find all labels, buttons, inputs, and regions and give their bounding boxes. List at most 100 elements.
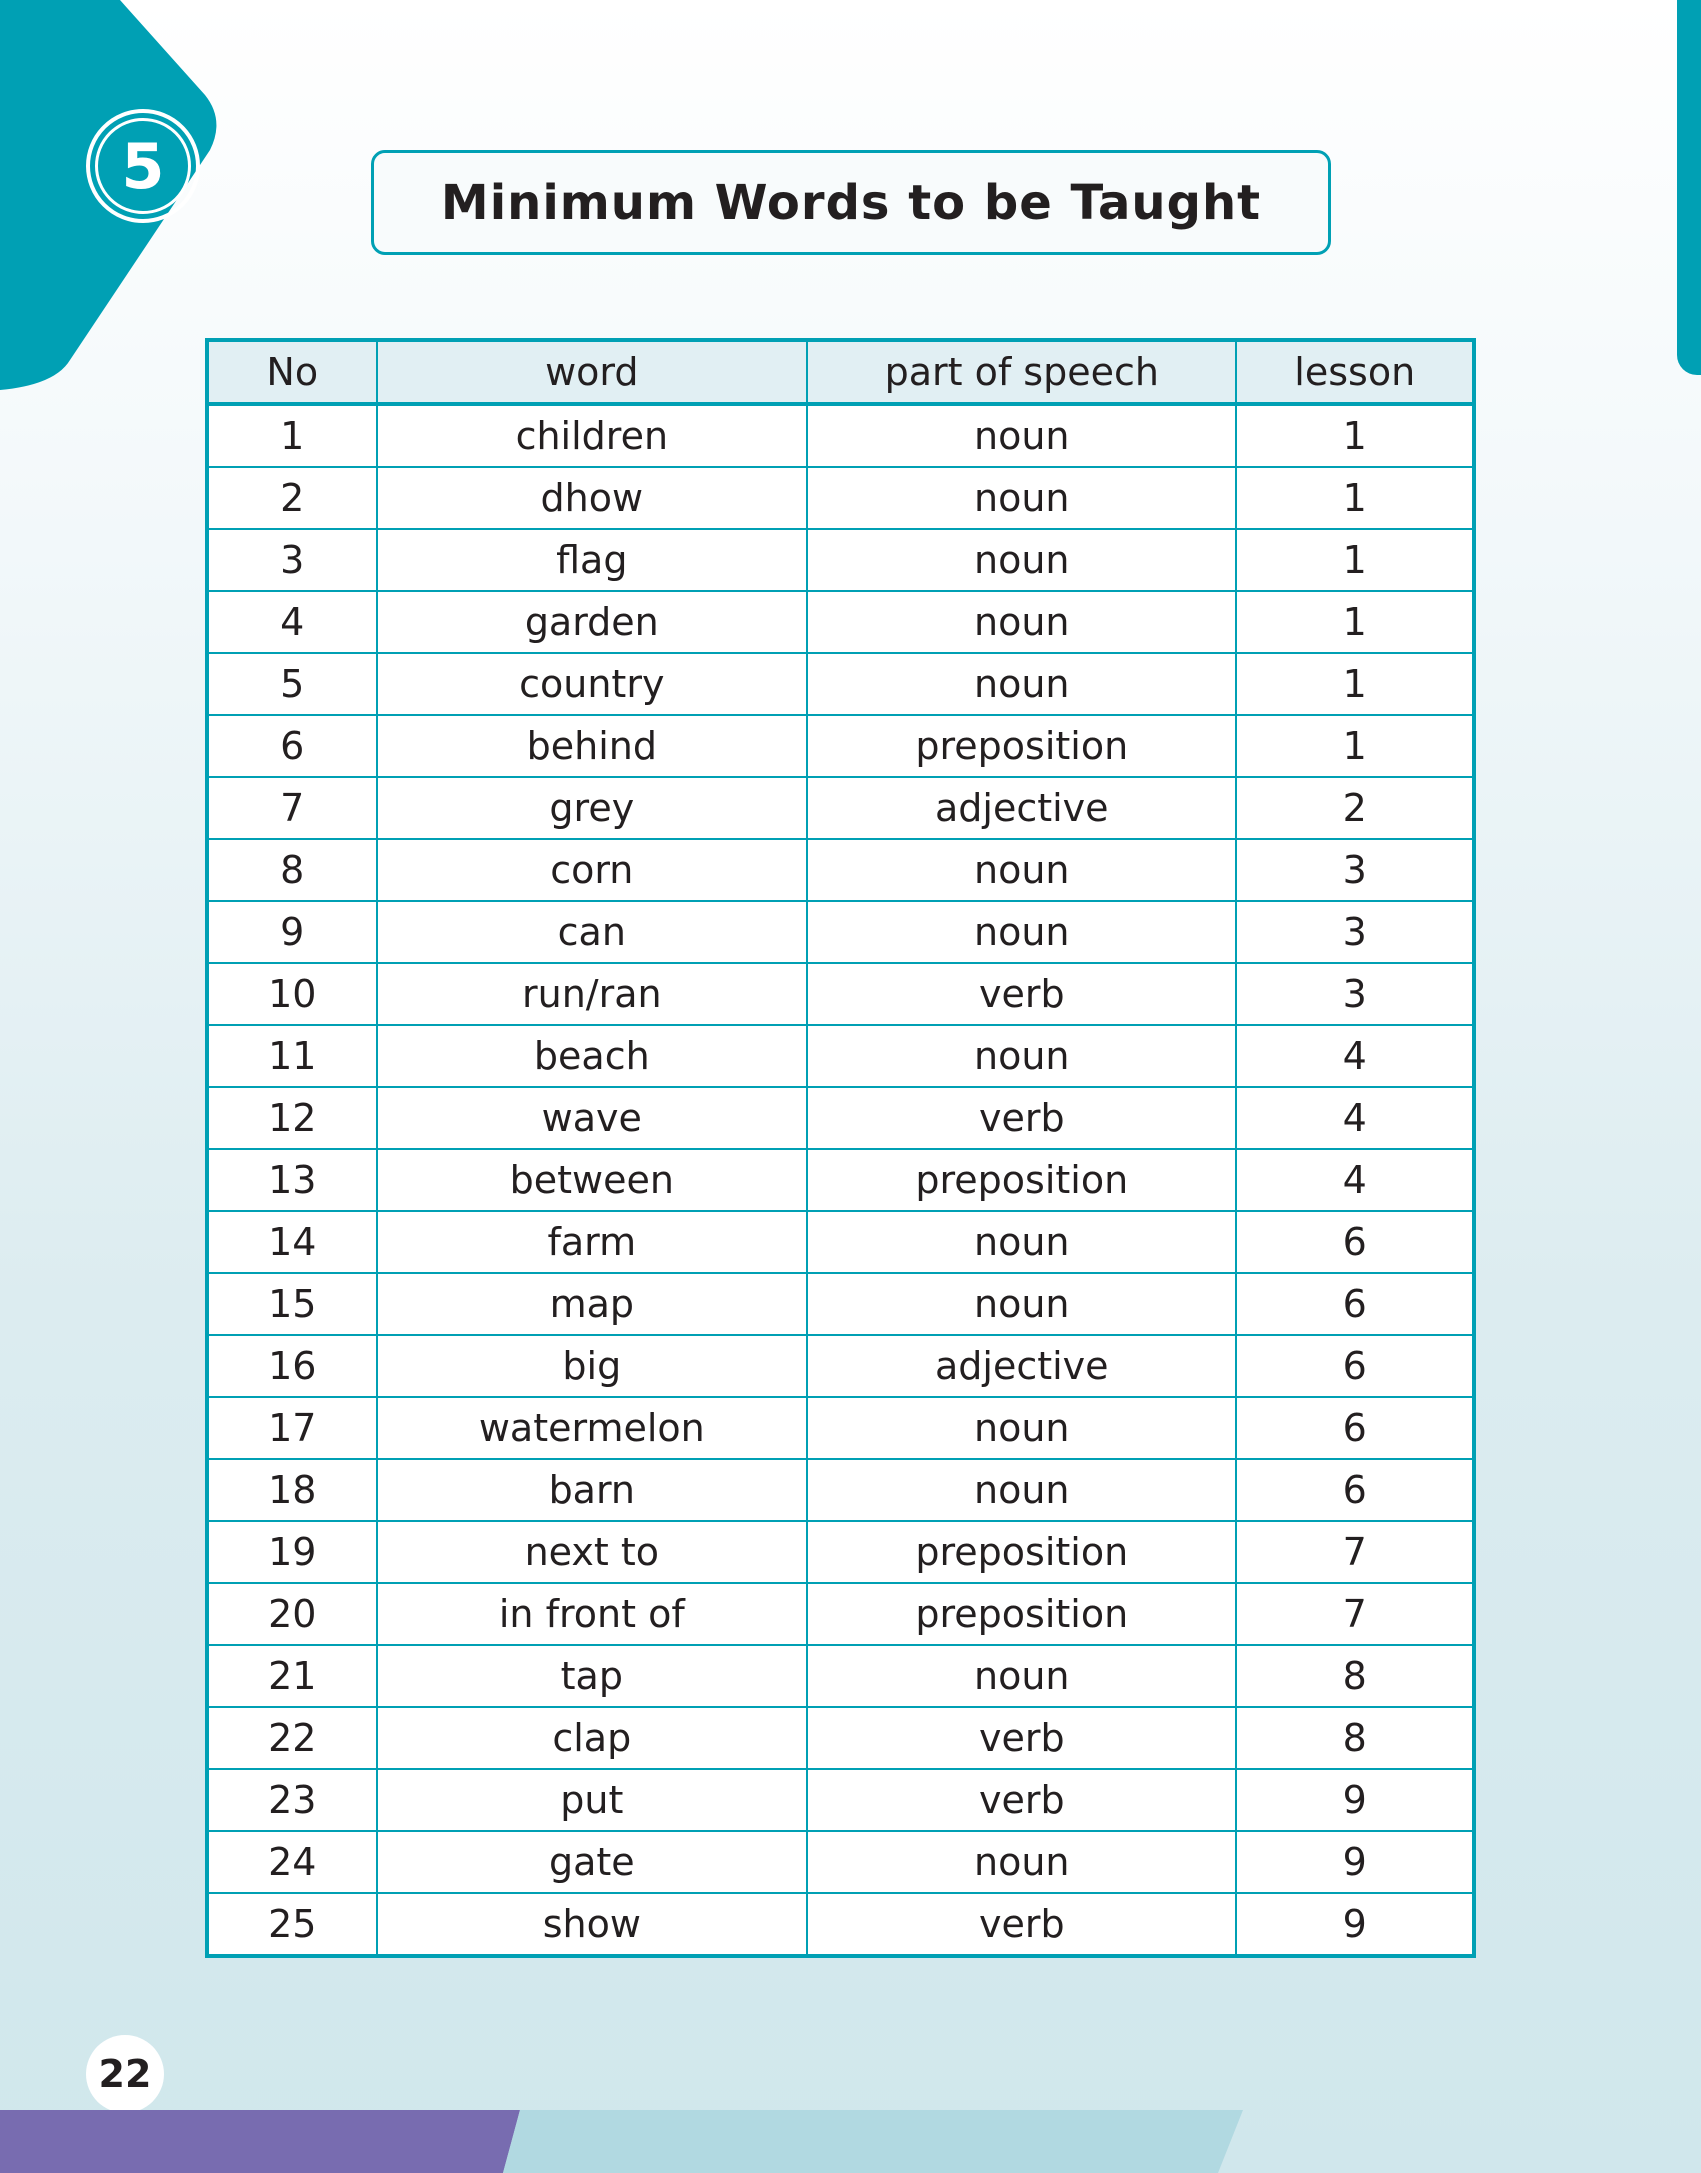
- cell-lesson: 1: [1235, 652, 1475, 716]
- cell-lesson: 6: [1235, 1396, 1475, 1460]
- page-title: Minimum Words to be Taught: [440, 174, 1262, 231]
- cell-part-of-speech: noun: [806, 1272, 1238, 1336]
- cell-no: 1: [206, 403, 378, 468]
- cell-part-of-speech: verb: [806, 962, 1238, 1026]
- table-row: 13 between preposition 4: [206, 1148, 1475, 1212]
- header-word: word: [375, 339, 809, 405]
- cell-no: 13: [206, 1148, 378, 1212]
- cell-lesson: 1: [1235, 528, 1475, 592]
- cell-no: 16: [206, 1334, 378, 1398]
- table-header-row: No word part of speech lesson: [206, 339, 1475, 405]
- cell-word: flag: [375, 528, 809, 592]
- cell-part-of-speech: verb: [806, 1086, 1238, 1150]
- cell-word: clap: [375, 1706, 809, 1770]
- cell-word: grey: [375, 776, 809, 840]
- cell-no: 8: [206, 838, 378, 902]
- cell-part-of-speech: noun: [806, 403, 1238, 468]
- cell-part-of-speech: noun: [806, 466, 1238, 530]
- table-row: 20 in front of preposition 7: [206, 1582, 1475, 1646]
- cell-lesson: 4: [1235, 1024, 1475, 1088]
- edge-strip: [1677, 0, 1701, 375]
- cell-no: 3: [206, 528, 378, 592]
- cell-part-of-speech: noun: [806, 590, 1238, 654]
- table-row: 23 put verb 9: [206, 1768, 1475, 1832]
- cell-lesson: 1: [1235, 403, 1475, 468]
- cell-lesson: 3: [1235, 838, 1475, 902]
- cell-part-of-speech: noun: [806, 1024, 1238, 1088]
- table-row: 11 beach noun 4: [206, 1024, 1475, 1088]
- header-no: No: [206, 339, 378, 405]
- cell-part-of-speech: preposition: [806, 1582, 1238, 1646]
- cell-part-of-speech: noun: [806, 1396, 1238, 1460]
- cell-no: 6: [206, 714, 378, 778]
- cell-word: barn: [375, 1458, 809, 1522]
- cell-part-of-speech: noun: [806, 1458, 1238, 1522]
- footer-bar: [0, 2110, 1243, 2173]
- cell-no: 21: [206, 1644, 378, 1708]
- cell-word: next to: [375, 1520, 809, 1584]
- cell-no: 22: [206, 1706, 378, 1770]
- cell-lesson: 1: [1235, 466, 1475, 530]
- cell-lesson: 6: [1235, 1458, 1475, 1522]
- cell-lesson: 9: [1235, 1892, 1475, 1957]
- table-row: 21 tap noun 8: [206, 1644, 1475, 1708]
- cell-lesson: 8: [1235, 1706, 1475, 1770]
- table-row: 25 show verb 9: [206, 1892, 1475, 1957]
- table-row: 22 clap verb 8: [206, 1706, 1475, 1770]
- table-row: 14 farm noun 6: [206, 1210, 1475, 1274]
- cell-part-of-speech: preposition: [806, 1520, 1238, 1584]
- table-row: 18 barn noun 6: [206, 1458, 1475, 1522]
- cell-no: 19: [206, 1520, 378, 1584]
- cell-no: 23: [206, 1768, 378, 1832]
- table-row: 1 children noun 1: [206, 403, 1475, 468]
- cell-part-of-speech: noun: [806, 900, 1238, 964]
- cell-lesson: 6: [1235, 1334, 1475, 1398]
- cell-no: 11: [206, 1024, 378, 1088]
- cell-no: 4: [206, 590, 378, 654]
- cell-no: 18: [206, 1458, 378, 1522]
- cell-no: 7: [206, 776, 378, 840]
- table-row: 16 big adjective 6: [206, 1334, 1475, 1398]
- cell-part-of-speech: noun: [806, 528, 1238, 592]
- table-row: 5 country noun 1: [206, 652, 1475, 716]
- cell-word: run/ran: [375, 962, 809, 1026]
- cell-lesson: 4: [1235, 1086, 1475, 1150]
- table-row: 8 corn noun 3: [206, 838, 1475, 902]
- cell-part-of-speech: preposition: [806, 1148, 1238, 1212]
- cell-word: big: [375, 1334, 809, 1398]
- cell-part-of-speech: verb: [806, 1706, 1238, 1770]
- cell-part-of-speech: adjective: [806, 1334, 1238, 1398]
- table-row: 19 next to preposition 7: [206, 1520, 1475, 1584]
- cell-part-of-speech: noun: [806, 652, 1238, 716]
- table-row: 10 run/ran verb 3: [206, 962, 1475, 1026]
- cell-no: 14: [206, 1210, 378, 1274]
- cell-word: children: [375, 403, 809, 468]
- cell-lesson: 2: [1235, 776, 1475, 840]
- cell-word: behind: [375, 714, 809, 778]
- cell-lesson: 9: [1235, 1830, 1475, 1894]
- cell-no: 24: [206, 1830, 378, 1894]
- unit-number: 5: [95, 118, 191, 214]
- header-lesson: lesson: [1235, 339, 1475, 405]
- cell-lesson: 6: [1235, 1210, 1475, 1274]
- table-row: 24 gate noun 9: [206, 1830, 1475, 1894]
- cell-word: dhow: [375, 466, 809, 530]
- table-row: 6 behind preposition 1: [206, 714, 1475, 778]
- cell-part-of-speech: noun: [806, 1830, 1238, 1894]
- title-box: Minimum Words to be Taught: [371, 150, 1331, 255]
- page-number: 22: [86, 2035, 164, 2113]
- cell-no: 10: [206, 962, 378, 1026]
- cell-word: farm: [375, 1210, 809, 1274]
- footer-blue-band: [503, 2110, 1243, 2173]
- cell-lesson: 7: [1235, 1582, 1475, 1646]
- words-table: No word part of speech lesson 1 children n…: [205, 338, 1476, 1958]
- cell-part-of-speech: noun: [806, 1644, 1238, 1708]
- table-row: 2 dhow noun 1: [206, 466, 1475, 530]
- cell-no: 20: [206, 1582, 378, 1646]
- cell-word: beach: [375, 1024, 809, 1088]
- cell-word: gate: [375, 1830, 809, 1894]
- cell-part-of-speech: noun: [806, 1210, 1238, 1274]
- cell-no: 9: [206, 900, 378, 964]
- cell-lesson: 1: [1235, 714, 1475, 778]
- cell-lesson: 4: [1235, 1148, 1475, 1212]
